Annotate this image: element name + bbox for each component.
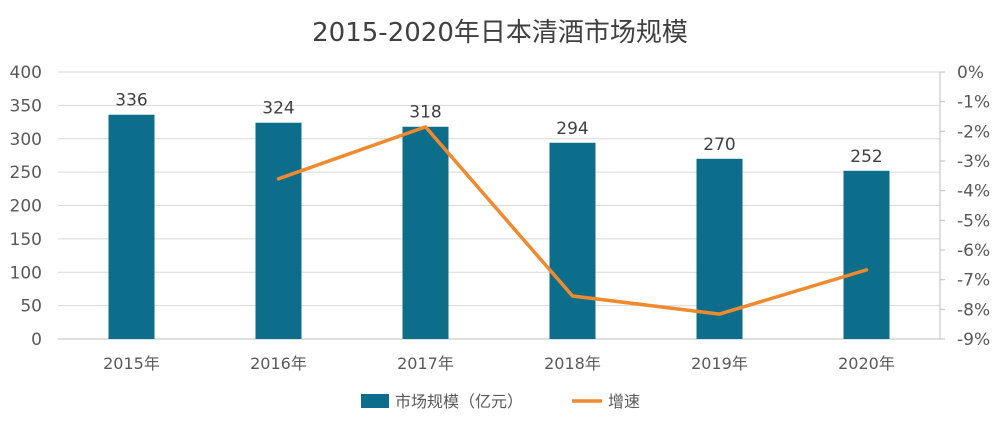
x-tick-label: 2020年: [838, 354, 895, 373]
y-right-tick-label: -2%: [957, 122, 990, 142]
y-right-tick-label: -3%: [957, 152, 990, 172]
legend-label-line: 增速: [608, 392, 640, 411]
chart-title: 2015-2020年日本清酒市场规模: [312, 18, 688, 48]
x-tick-label: 2018年: [544, 354, 601, 373]
y-right-tick-label: -1%: [957, 93, 990, 113]
x-axis: 2015年 2016年 2017年 2018年 2019年 2020年: [103, 354, 895, 373]
y-right-tick-label: -6%: [957, 241, 990, 261]
y-right-tick-label: -5%: [957, 211, 990, 231]
y-right-tick-label: -9%: [957, 330, 990, 350]
legend-label-bar: 市场规模（亿元）: [395, 392, 523, 411]
bar: [549, 142, 596, 339]
y-left-tick-label: 150: [10, 230, 42, 250]
legend-swatch-bar: [361, 394, 389, 408]
y-right-tick-label: -8%: [957, 300, 990, 320]
bar-series: [108, 114, 890, 339]
y-left-tick-label: 200: [10, 197, 42, 217]
bar-data-label: 318: [409, 103, 441, 123]
x-tick-label: 2019年: [691, 354, 748, 373]
y-left-tick-label: 400: [10, 63, 42, 83]
bar: [843, 170, 890, 339]
left-axis: 0 50 100 150 200 250 300 350 400: [10, 63, 42, 350]
y-left-tick-label: 0: [31, 330, 42, 350]
x-tick-label: 2016年: [250, 354, 307, 373]
right-axis: 0% -1% -2% -3% -4% -5% -6% -7% -8% -9%: [939, 63, 990, 350]
x-tick-label: 2015年: [103, 354, 160, 373]
bar: [402, 126, 449, 339]
y-left-tick-label: 300: [10, 130, 42, 150]
y-left-tick-label: 350: [10, 96, 42, 116]
bar: [108, 114, 155, 339]
y-right-tick-label: -7%: [957, 271, 990, 291]
bar-data-label: 336: [115, 91, 147, 111]
y-right-tick-label: 0%: [957, 63, 984, 83]
y-left-tick-label: 50: [20, 297, 42, 317]
y-right-tick-label: -4%: [957, 182, 990, 202]
bar-data-label: 294: [556, 119, 588, 139]
legend: 市场规模（亿元） 增速: [361, 392, 640, 411]
bar: [255, 122, 302, 339]
y-left-tick-label: 250: [10, 163, 42, 183]
bar-data-label: 252: [850, 147, 882, 167]
growth-line-series: [276, 125, 869, 316]
x-tick-label: 2017年: [397, 354, 454, 373]
bar-data-label: 324: [262, 99, 294, 119]
bar-data-labels: 336 324 318 294 270 252: [115, 91, 882, 167]
bar-data-label: 270: [703, 135, 735, 155]
gridlines: [58, 71, 940, 340]
y-left-tick-label: 100: [10, 263, 42, 283]
